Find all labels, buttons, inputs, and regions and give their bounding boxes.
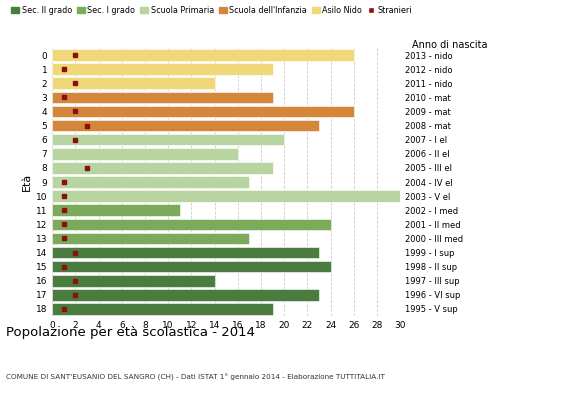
Bar (52, 176, 249, 188)
Bar (52, 78, 215, 89)
Bar (52, 148, 238, 160)
Bar (52, 204, 180, 216)
Bar (52, 134, 284, 146)
Bar (52, 247, 319, 258)
Bar (52, 261, 331, 272)
Bar (52, 218, 331, 230)
Bar (52, 275, 215, 286)
Text: COMUNE DI SANT'EUSANIO DEL SANGRO (CH) - Dati ISTAT 1° gennaio 2014 - Elaborazio: COMUNE DI SANT'EUSANIO DEL SANGRO (CH) -… (6, 374, 385, 381)
Bar (52, 92, 273, 103)
Bar (52, 303, 273, 315)
Bar (52, 162, 273, 174)
Bar (52, 49, 354, 61)
Bar (52, 289, 319, 301)
Y-axis label: Età: Età (21, 173, 32, 191)
Bar (52, 106, 354, 117)
Bar (52, 120, 319, 131)
Bar (52, 190, 400, 202)
Bar (52, 63, 273, 75)
Text: Popolazione per età scolastica - 2014: Popolazione per età scolastica - 2014 (6, 326, 255, 339)
Text: Anno di nascita: Anno di nascita (412, 40, 487, 50)
Bar (52, 233, 249, 244)
Legend: Sec. II grado, Sec. I grado, Scuola Primaria, Scuola dell'Infanzia, Asilo Nido, : Sec. II grado, Sec. I grado, Scuola Prim… (10, 4, 414, 16)
